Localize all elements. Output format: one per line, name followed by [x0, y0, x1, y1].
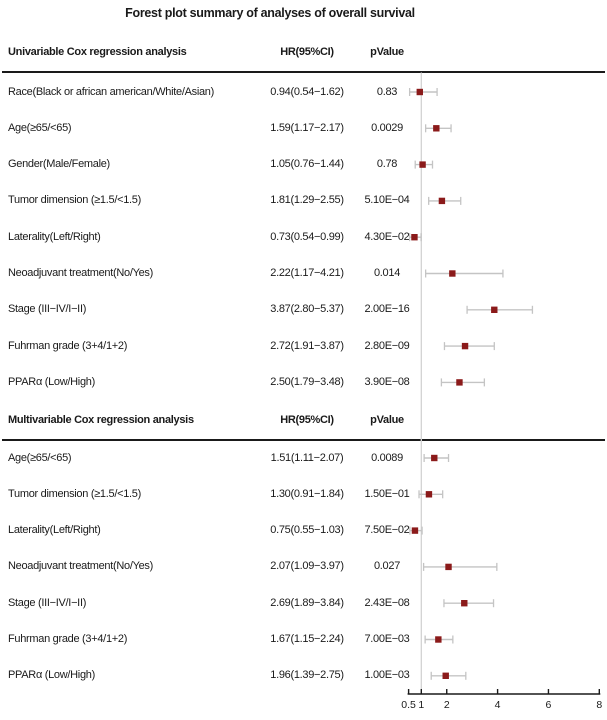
table-row: Age(≥65/<65) 1.51(1.11−2.07) 0.0089 — [0, 451, 607, 466]
p-value: 7.00E−03 — [364, 633, 410, 645]
table-row: Stage (III−IV/I−II) 2.69(1.89−3.84) 2.43E−… — [0, 596, 607, 611]
hr-marker — [433, 125, 440, 132]
p-value: 2.00E−16 — [364, 303, 410, 316]
hr-marker — [445, 563, 452, 571]
hr-column-header: HR(95%CI) — [280, 413, 334, 426]
table-row: Laterality(Left/Right) 0.73(0.54−0.99) 4.3… — [0, 230, 607, 245]
hr-ci-value: 0.75(0.55−1.03) — [270, 524, 344, 537]
hr-ci-value: 1.30(0.91−1.84) — [270, 487, 344, 500]
table-row: PPARα (Low/High) 2.50(1.79−3.48) 3.90E−08 — [0, 375, 607, 390]
table-row: Fuhrman grade (3+4/1+2) 1.67(1.15−2.24) 7.… — [0, 632, 607, 647]
hr-ci-value: 1.51(1.11−2.07) — [270, 451, 344, 464]
x-axis-tick-label: 4 — [495, 699, 501, 711]
p-value: 4.30E−02 — [364, 230, 410, 243]
hr-ci-value: 1.05(0.76−1.44) — [270, 158, 344, 171]
hr-marker — [491, 306, 498, 313]
table-row: Neoadjuvant treatment(No/Yes) 2.22(1.17−4… — [0, 266, 607, 281]
hr-marker — [449, 270, 456, 277]
row-label: Age(≥65/<65) — [8, 121, 72, 134]
x-axis-tick-label: 0.5 — [401, 699, 416, 711]
table-row: Race(Black or african american/White/Asi… — [0, 85, 607, 100]
p-column-header: pValue — [370, 413, 404, 426]
section-header-row: Univariable Cox regression analysis HR(95… — [0, 45, 607, 60]
table-row: Age(≥65/<65) 1.59(1.17−2.17) 0.0029 — [0, 121, 607, 136]
p-value: 0.83 — [376, 85, 398, 98]
row-label: Laterality(Left/Right) — [8, 524, 101, 537]
figure-title: Forest plot summary of analyses of overa… — [125, 6, 415, 20]
hr-marker — [456, 379, 463, 386]
hr-ci-value: 1.59(1.17−2.17) — [270, 121, 344, 134]
hr-ci-value: 2.72(1.91−3.87) — [270, 339, 344, 352]
row-label: Neoadjuvant treatment(No/Yes) — [8, 560, 153, 573]
row-label: Stage (III−IV/I−II) — [8, 303, 87, 316]
hr-marker — [461, 600, 468, 607]
p-value: 0.027 — [373, 560, 401, 573]
row-label: PPARα (Low/High) — [8, 375, 95, 388]
table-row: Gender(Male/Female) 1.05(0.76−1.44) 0.78 — [0, 157, 607, 172]
section-header-label: Univariable Cox regression analysis — [8, 45, 187, 58]
row-label: Neoadjuvant treatment(No/Yes) — [8, 267, 153, 279]
hr-column-header: HR(95%CI) — [280, 45, 334, 58]
p-value: 3.90E−08 — [364, 375, 410, 388]
p-value: 0.78 — [376, 158, 398, 171]
hr-marker — [425, 491, 433, 498]
p-value: 2.80E−09 — [364, 339, 410, 352]
hr-marker — [438, 197, 446, 205]
p-value: 0.0089 — [371, 451, 403, 464]
hr-ci-value: 1.96(1.39−2.75) — [270, 669, 344, 682]
row-label: Fuhrman grade (3+4/1+2) — [8, 633, 128, 645]
x-axis-tick-label: 2 — [444, 699, 450, 711]
row-label: Gender(Male/Female) — [8, 158, 110, 171]
table-row: Tumor dimension (≥1.5/<1.5) 1.81(1.29−2.5… — [0, 193, 607, 208]
hr-ci-value: 1.67(1.15−2.24) — [270, 633, 344, 645]
table-row: Tumor dimension (≥1.5/<1.5) 1.30(0.91−1.8… — [0, 487, 607, 502]
hr-marker — [419, 161, 426, 168]
p-value: 2.43E−08 — [364, 596, 410, 609]
hr-ci-value: 0.73(0.54−0.99) — [270, 230, 344, 243]
row-label: Laterality(Left/Right) — [8, 230, 101, 243]
table-row: PPARα (Low/High) 1.96(1.39−2.75) 1.00E−03 — [0, 668, 607, 683]
p-value: 1.00E−03 — [364, 669, 410, 682]
hr-marker — [411, 527, 419, 534]
section-header-label: Multivariable Cox regression analysis — [8, 413, 194, 426]
hr-ci-value: 2.69(1.89−3.84) — [270, 596, 344, 609]
p-value: 0.0029 — [371, 121, 403, 134]
row-label: Age(≥65/<65) — [8, 451, 72, 464]
p-value: 5.10E−04 — [364, 194, 410, 207]
row-label: Tumor dimension (≥1.5/<1.5) — [8, 194, 141, 207]
hr-marker — [442, 672, 449, 679]
hr-ci-value: 2.50(1.79−3.48) — [270, 375, 344, 388]
section-divider-line — [2, 71, 605, 73]
row-label: Tumor dimension (≥1.5/<1.5) — [8, 487, 141, 500]
p-value: 1.50E−01 — [364, 487, 410, 500]
hr-ci-value: 1.81(1.29−2.55) — [270, 194, 344, 207]
table-row: Laterality(Left/Right) 0.75(0.55−1.03) 7.5… — [0, 523, 607, 538]
hr-marker — [411, 234, 418, 241]
row-label: Race(Black or african american/White/Asi… — [8, 85, 214, 98]
hr-ci-value: 0.94(0.54−1.62) — [270, 85, 344, 98]
hr-marker — [416, 88, 423, 96]
hr-marker — [461, 342, 469, 350]
p-value: 7.50E−02 — [364, 524, 410, 537]
section-divider-line — [2, 439, 605, 441]
table-row: Neoadjuvant treatment(No/Yes) 2.07(1.09−3… — [0, 559, 607, 574]
p-column-header: pValue — [370, 45, 404, 58]
x-axis-tick-label: 6 — [546, 699, 552, 711]
table-row: Fuhrman grade (3+4/1+2) 2.72(1.91−3.87) 2.… — [0, 339, 607, 354]
hr-ci-value: 3.87(2.80−5.37) — [270, 303, 344, 316]
row-label: Fuhrman grade (3+4/1+2) — [8, 339, 128, 352]
hr-ci-value: 2.22(1.17−4.21) — [270, 267, 344, 279]
section-header-row: Multivariable Cox regression analysis HR(… — [0, 413, 607, 428]
row-label: PPARα (Low/High) — [8, 669, 95, 682]
p-value: 0.014 — [373, 267, 401, 279]
row-label: Stage (III−IV/I−II) — [8, 596, 87, 609]
hr-ci-value: 2.07(1.09−3.97) — [270, 560, 344, 573]
table-row: Stage (III−IV/I−II) 3.87(2.80−5.37) 2.00E−… — [0, 302, 607, 317]
hr-marker — [431, 454, 438, 462]
x-axis-tick-label: 1 — [418, 699, 424, 711]
x-axis-tick-label: 8 — [596, 699, 602, 711]
hr-marker — [435, 636, 442, 643]
